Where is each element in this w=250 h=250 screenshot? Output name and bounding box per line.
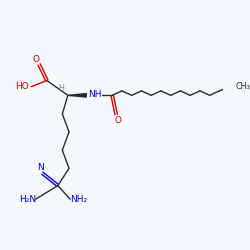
Text: H₂N: H₂N <box>20 195 36 204</box>
Text: HO: HO <box>15 82 29 91</box>
Polygon shape <box>68 94 86 97</box>
Text: O: O <box>114 116 121 124</box>
Text: O: O <box>33 56 40 64</box>
Text: H: H <box>59 84 64 93</box>
Text: N: N <box>37 163 44 172</box>
Text: CH₃: CH₃ <box>236 82 250 91</box>
Text: NH: NH <box>88 90 102 99</box>
Text: NH₂: NH₂ <box>70 195 87 204</box>
